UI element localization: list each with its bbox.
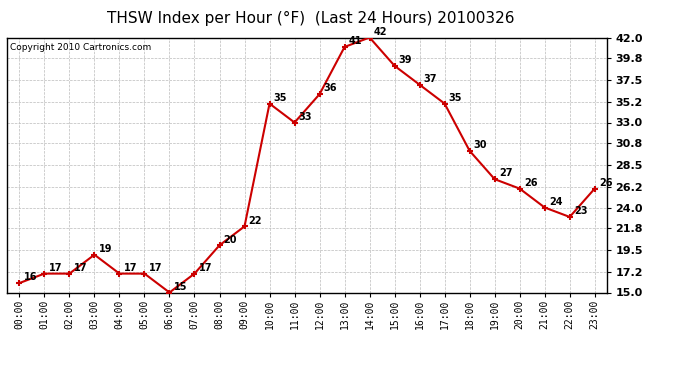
Text: 22: 22 xyxy=(248,216,262,226)
Text: 27: 27 xyxy=(499,168,512,178)
Text: 39: 39 xyxy=(399,55,412,65)
Text: 19: 19 xyxy=(99,244,112,254)
Text: 23: 23 xyxy=(574,206,587,216)
Text: 36: 36 xyxy=(324,83,337,93)
Text: 33: 33 xyxy=(299,112,312,122)
Text: THSW Index per Hour (°F)  (Last 24 Hours) 20100326: THSW Index per Hour (°F) (Last 24 Hours)… xyxy=(107,11,514,26)
Text: 17: 17 xyxy=(48,263,62,273)
Text: 37: 37 xyxy=(424,74,437,84)
Text: 35: 35 xyxy=(448,93,462,103)
Text: 42: 42 xyxy=(374,27,387,37)
Text: 17: 17 xyxy=(74,263,87,273)
Text: 17: 17 xyxy=(148,263,162,273)
Text: 17: 17 xyxy=(199,263,212,273)
Text: 20: 20 xyxy=(224,234,237,244)
Text: 16: 16 xyxy=(23,272,37,282)
Text: 41: 41 xyxy=(348,36,362,46)
Text: 24: 24 xyxy=(549,197,562,207)
Text: 15: 15 xyxy=(174,282,187,292)
Text: Copyright 2010 Cartronics.com: Copyright 2010 Cartronics.com xyxy=(10,43,151,52)
Text: 30: 30 xyxy=(474,140,487,150)
Text: 17: 17 xyxy=(124,263,137,273)
Text: 26: 26 xyxy=(524,178,538,188)
Text: 35: 35 xyxy=(274,93,287,103)
Text: 26: 26 xyxy=(599,178,612,188)
